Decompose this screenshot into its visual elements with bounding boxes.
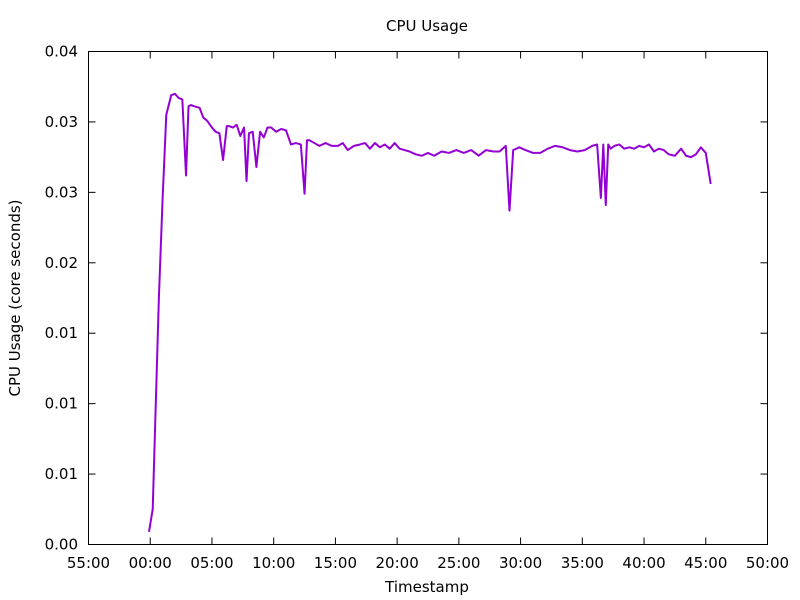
x-tick-label: 55:00: [67, 554, 110, 572]
x-tick-label: 15:00: [314, 554, 357, 572]
y-tick-label: 0.02: [45, 254, 78, 272]
x-tick-label: 45:00: [684, 554, 727, 572]
cpu-usage-line: [148, 92, 712, 532]
y-tick-label: 0.01: [45, 465, 78, 483]
x-axis: 55:00 00:00 05:00 10:00 15:00 20:00 25:00 30:00…: [67, 51, 789, 572]
y-axis-title: CPU Usage (core seconds): [6, 199, 24, 396]
y-tick-label: 0.00: [45, 536, 78, 554]
y-tick-label: 0.03: [45, 113, 78, 131]
y-axis: 0.00 0.01 0.01 0.01 0.02 0.03 0.03 0.04: [45, 43, 768, 554]
y-tick-label: 0.04: [45, 43, 78, 61]
x-axis-title: Timestamp: [384, 578, 469, 596]
x-tick-label: 40:00: [622, 554, 665, 572]
chart-title: CPU Usage: [386, 17, 468, 35]
x-tick-label: 25:00: [437, 554, 480, 572]
x-tick-label: 10:00: [252, 554, 295, 572]
x-tick-label: 35:00: [561, 554, 604, 572]
x-tick-label: 50:00: [746, 554, 789, 572]
y-tick-label: 0.01: [45, 324, 78, 342]
x-tick-label: 30:00: [499, 554, 542, 572]
x-tick-label: 20:00: [376, 554, 419, 572]
x-tick-label: 00:00: [129, 554, 172, 572]
plot-frame: [88, 51, 768, 545]
y-tick-label: 0.03: [45, 183, 78, 201]
y-tick-label: 0.01: [45, 395, 78, 413]
series-layer: [148, 92, 712, 532]
x-tick-label: 05:00: [190, 554, 233, 572]
